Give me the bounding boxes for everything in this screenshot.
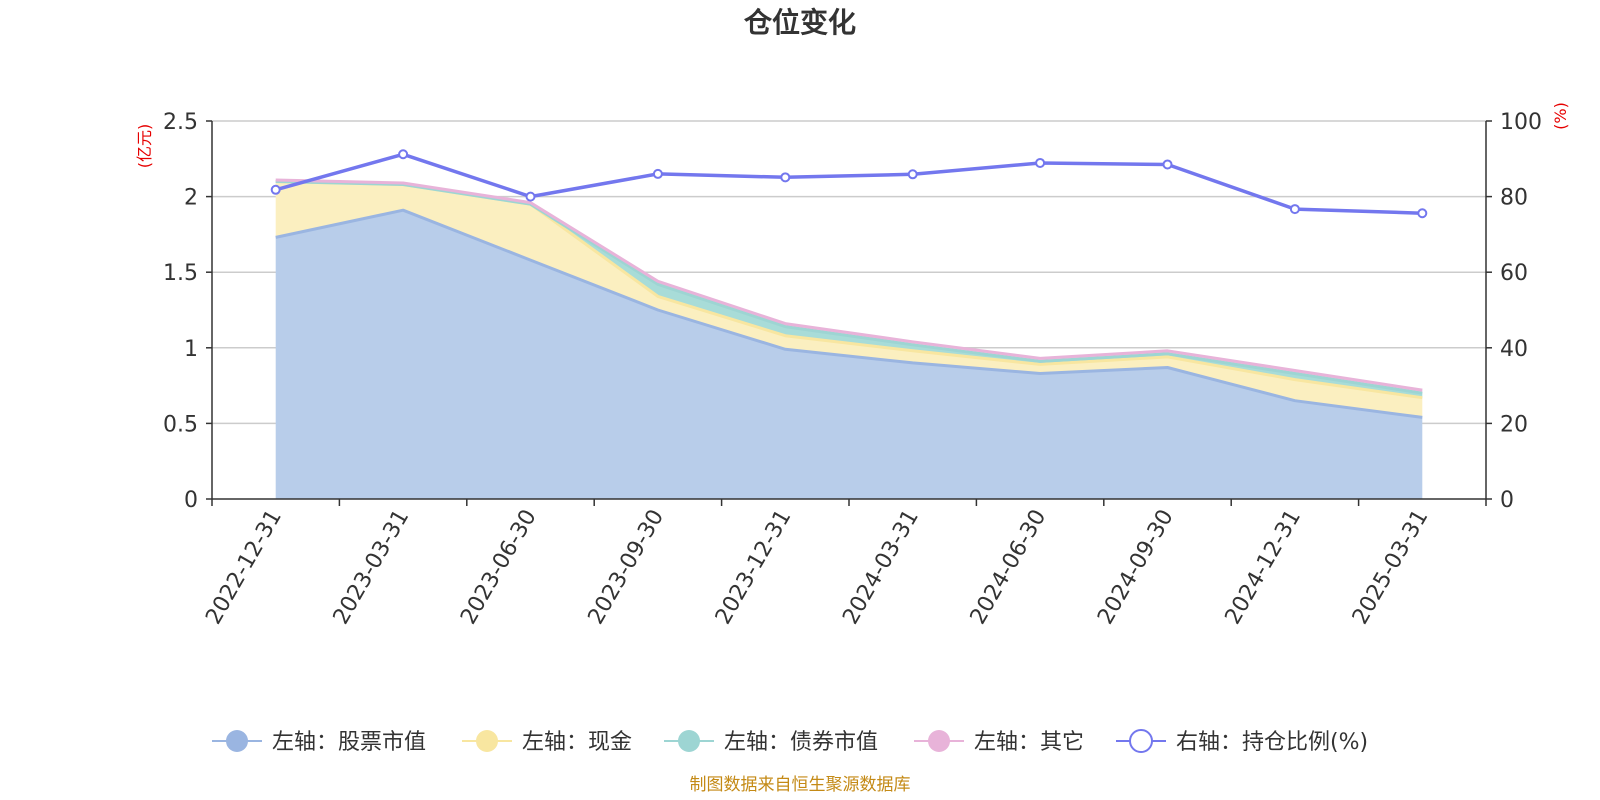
- legend-item: 左轴：现金: [462, 730, 632, 755]
- x-tick-label: 2024-12-31: [1221, 506, 1307, 629]
- right-tick-label: 100: [1500, 110, 1542, 135]
- area-0: [275, 210, 1423, 499]
- left-tick-label: 2: [184, 186, 198, 211]
- x-tick-label: 2023-09-30: [584, 506, 670, 629]
- ratio-point: [780, 172, 791, 183]
- area-line-2: [275, 180, 1423, 395]
- right-tick-label: 40: [1500, 337, 1528, 362]
- left-tick-label: 2.5: [163, 110, 198, 135]
- right-tick-label: 80: [1500, 186, 1528, 211]
- legend-marker: [226, 730, 248, 752]
- legend-label: 左轴：现金: [522, 730, 632, 755]
- area-line-3: [275, 178, 1423, 392]
- x-tick-label: 2024-03-31: [838, 505, 924, 628]
- legend-item: 左轴：股票市值: [212, 730, 426, 755]
- right-tick-label: 20: [1500, 412, 1528, 437]
- chart-title: 仓位变化: [744, 6, 856, 39]
- x-tick-label: 2025-03-31: [1348, 506, 1434, 629]
- left-tick-label: 0: [184, 488, 198, 513]
- legend-item: 左轴：其它: [914, 730, 1084, 755]
- left-axis-unit: (亿元): [135, 124, 154, 169]
- ratio-point: [1162, 159, 1173, 170]
- right-tick-label: 60: [1500, 261, 1528, 286]
- ratio-point: [1035, 157, 1046, 168]
- ratio-point: [907, 169, 918, 180]
- series-lines: [270, 149, 1428, 419]
- legend-label: 右轴：持仓比例(%): [1176, 730, 1368, 755]
- ratio-point: [1289, 204, 1300, 215]
- x-tick-label: 2023-12-31: [711, 506, 797, 629]
- legend-marker: [476, 730, 498, 752]
- area-1: [275, 181, 1423, 418]
- right-tick-label: 0: [1500, 488, 1514, 513]
- legend-item: 左轴：债券市值: [664, 730, 878, 755]
- legend-marker: [928, 730, 950, 752]
- legend-label: 左轴：股票市值: [272, 730, 426, 755]
- legend-label: 左轴：其它: [974, 730, 1084, 755]
- legend-marker: [678, 730, 700, 752]
- x-tick-label: 2024-06-30: [966, 506, 1052, 629]
- legend-marker: [1129, 729, 1153, 753]
- ratio-point: [398, 149, 409, 160]
- legend: 左轴：股票市值 左轴：现金 左轴：债券市值 左轴：其它 右轴：持仓比例(%): [212, 729, 1368, 755]
- x-tick-label: 2024-09-30: [1093, 506, 1179, 629]
- left-tick-label: 0.5: [163, 412, 198, 437]
- right-axis-unit: (%): [1551, 102, 1570, 130]
- left-tick-label: 1: [184, 337, 198, 362]
- x-tick-label: 2023-06-30: [456, 506, 542, 629]
- ratio-point: [652, 168, 663, 179]
- legend-label: 左轴：债券市值: [724, 730, 878, 755]
- ratio-point: [525, 191, 536, 202]
- ratio-point: [1417, 208, 1428, 219]
- ratio-point: [270, 184, 281, 195]
- x-tick-label: 2023-03-31: [329, 505, 415, 628]
- x-tick-label: 2022-12-31: [201, 506, 287, 629]
- source-note: 制图数据来自恒生聚源数据库: [690, 775, 911, 795]
- area-line-0: [275, 208, 1423, 419]
- ratio-line: [275, 152, 1423, 215]
- legend-item: 右轴：持仓比例(%): [1116, 729, 1368, 755]
- left-tick-label: 1.5: [163, 261, 198, 286]
